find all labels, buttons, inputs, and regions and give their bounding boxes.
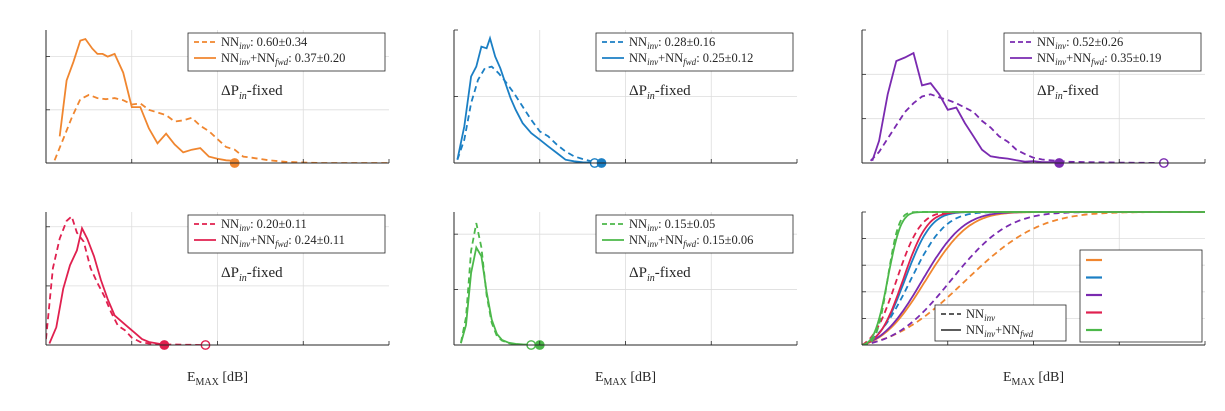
legend-entry: NNinv: 0.60±0.34 — [221, 35, 308, 51]
plot-area — [53, 37, 389, 163]
x-axis-label: EMAX [dB] — [1003, 370, 1064, 388]
plot-area — [460, 222, 540, 345]
pdf-line-nninv — [53, 93, 389, 163]
legend-box — [595, 214, 794, 254]
style-legend-box — [934, 304, 1067, 342]
legend-entry: NNinv: 0.15±0.05 — [629, 217, 715, 233]
pdf-line-nninv-nnfwd — [460, 244, 540, 345]
pdf-line-nninv-nnfwd — [456, 35, 600, 163]
plot-area — [862, 211, 1205, 345]
legend-box — [187, 32, 386, 72]
pdf-line-nninv — [460, 222, 530, 345]
annotation-power-fixed: ΔPin-fixed — [221, 265, 283, 284]
pdf-line-nninv-nnfwd — [48, 225, 163, 345]
pdf-line-nninv — [46, 214, 204, 345]
legend-box — [187, 214, 386, 254]
legend-entry: NNinv+NNfwd: 0.37±0.20 — [221, 51, 345, 67]
pdf-line-nninv-nnfwd — [58, 37, 235, 162]
x-axis-label: EMAX [dB] — [187, 370, 248, 388]
legend-entry: NNinv+NNfwd: 0.35±0.19 — [1037, 51, 1161, 67]
legend-entry: NNinv+NNfwd: 0.24±0.11 — [221, 233, 345, 249]
fiber-legend — [1079, 249, 1203, 343]
legend-entry: NNinv: 0.52±0.26 — [1037, 35, 1123, 51]
legend-entry: NNinv+NNfwd: 0.25±0.12 — [629, 51, 753, 67]
plot-area — [46, 214, 204, 345]
legend-entry: NNinv: 0.28±0.16 — [629, 35, 715, 51]
x-axis-label: EMAX [dB] — [595, 370, 656, 388]
style-legend-entry: NNinv — [966, 307, 995, 323]
cdf-line — [862, 211, 1205, 345]
legend-entry: NNinv+NNfwd: 0.15±0.06 — [629, 233, 753, 249]
annotation-power-fixed: ΔPin-fixed — [629, 265, 691, 284]
pdf-line-nninv — [456, 65, 600, 163]
pdf-line-nninv — [869, 93, 1163, 163]
plot-area — [869, 51, 1163, 163]
legend-box — [1003, 32, 1202, 72]
legend-entry: NNinv: 0.20±0.11 — [221, 217, 307, 233]
plot-area — [456, 35, 600, 163]
legend-box — [595, 32, 794, 72]
annotation-power-fixed: ΔPin-fixed — [1037, 83, 1099, 102]
annotation-power-fixed: ΔPin-fixed — [221, 83, 283, 102]
annotation-power-fixed: ΔPin-fixed — [629, 83, 691, 102]
style-legend-entry: NNinv+NNfwd — [966, 323, 1034, 339]
cdf-line — [862, 211, 1205, 345]
pdf-line-nninv-nnfwd — [871, 51, 1060, 163]
